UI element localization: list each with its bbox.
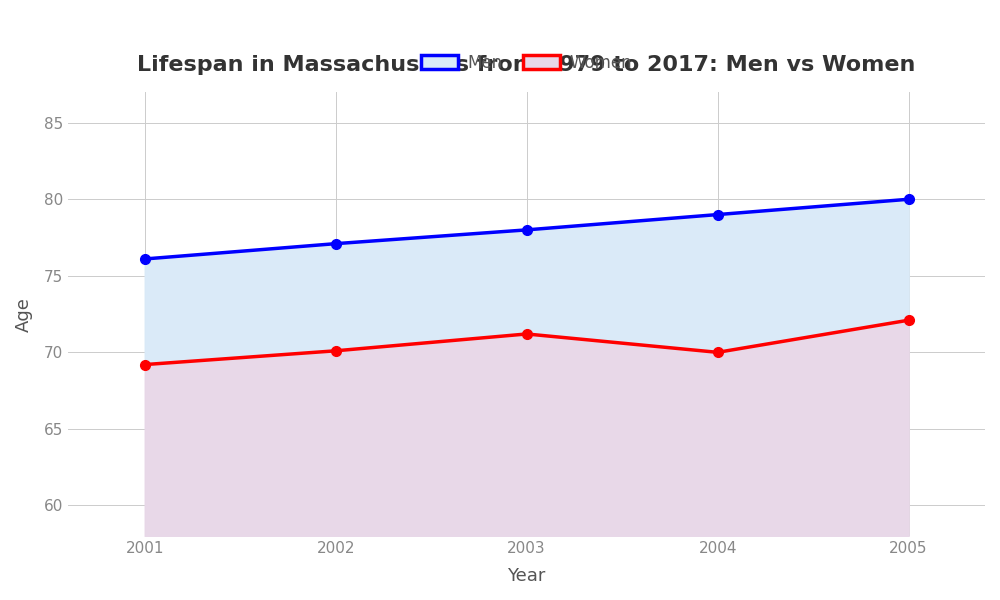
Title: Lifespan in Massachusetts from 1979 to 2017: Men vs Women: Lifespan in Massachusetts from 1979 to 2… [137, 55, 916, 75]
X-axis label: Year: Year [507, 567, 546, 585]
Y-axis label: Age: Age [15, 296, 33, 332]
Legend: Men, Women: Men, Women [414, 47, 639, 79]
